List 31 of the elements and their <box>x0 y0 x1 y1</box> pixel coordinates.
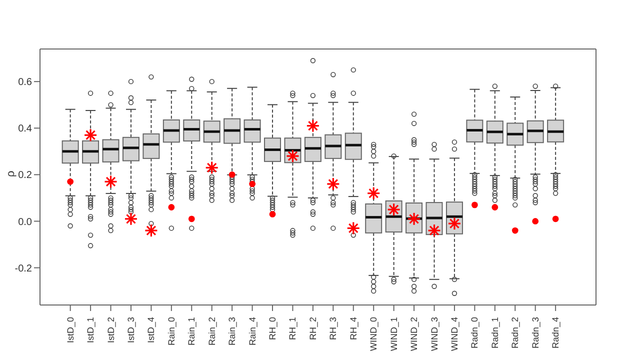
x-tick-label: Radn_2 <box>510 317 520 349</box>
x-tick-label: Radn_0 <box>470 317 480 349</box>
y-tick-label: -0.2 <box>14 263 32 274</box>
y-tick-label: 0.6 <box>18 77 32 88</box>
x-tick-label: IstD_1 <box>86 317 96 344</box>
x-tick-label: WIND_1 <box>388 317 399 352</box>
x-tick-label: Radn_3 <box>530 317 540 349</box>
x-tick-label: Radn_4 <box>550 317 561 349</box>
y-tick-label: 0.2 <box>18 170 32 182</box>
x-tick-label: IstD_2 <box>106 317 116 344</box>
x-tick-label: Rain_1 <box>186 317 197 346</box>
x-tick-label: Rain_3 <box>227 317 238 346</box>
y-tick-label: 0.0 <box>18 216 32 228</box>
x-tick-label: Rain_4 <box>247 317 258 346</box>
x-tick-label: RH_1 <box>288 317 298 340</box>
x-tick-label: Rain_2 <box>206 317 217 346</box>
x-tick-label: WIND_4 <box>449 317 460 352</box>
x-tick-label: IstD_0 <box>65 317 76 344</box>
x-tick-label: RH_0 <box>268 317 278 340</box>
x-tick-label: WIND_0 <box>368 317 379 352</box>
x-tick-label: RH_4 <box>348 317 358 340</box>
y-axis-title: ρ <box>4 170 17 177</box>
x-tick-label: IstD_4 <box>146 317 156 344</box>
x-tick-label: WIND_3 <box>429 317 440 352</box>
x-tick-label: RH_3 <box>328 317 338 340</box>
x-tick-label: WIND_2 <box>409 317 420 352</box>
x-tick-label: RH_2 <box>308 317 318 340</box>
y-tick-label: 0.4 <box>18 124 32 135</box>
x-tick-label: IstD_3 <box>126 317 136 344</box>
x-tick-label: Rain_0 <box>166 317 176 346</box>
x-tick-label: Radn_1 <box>490 317 500 349</box>
